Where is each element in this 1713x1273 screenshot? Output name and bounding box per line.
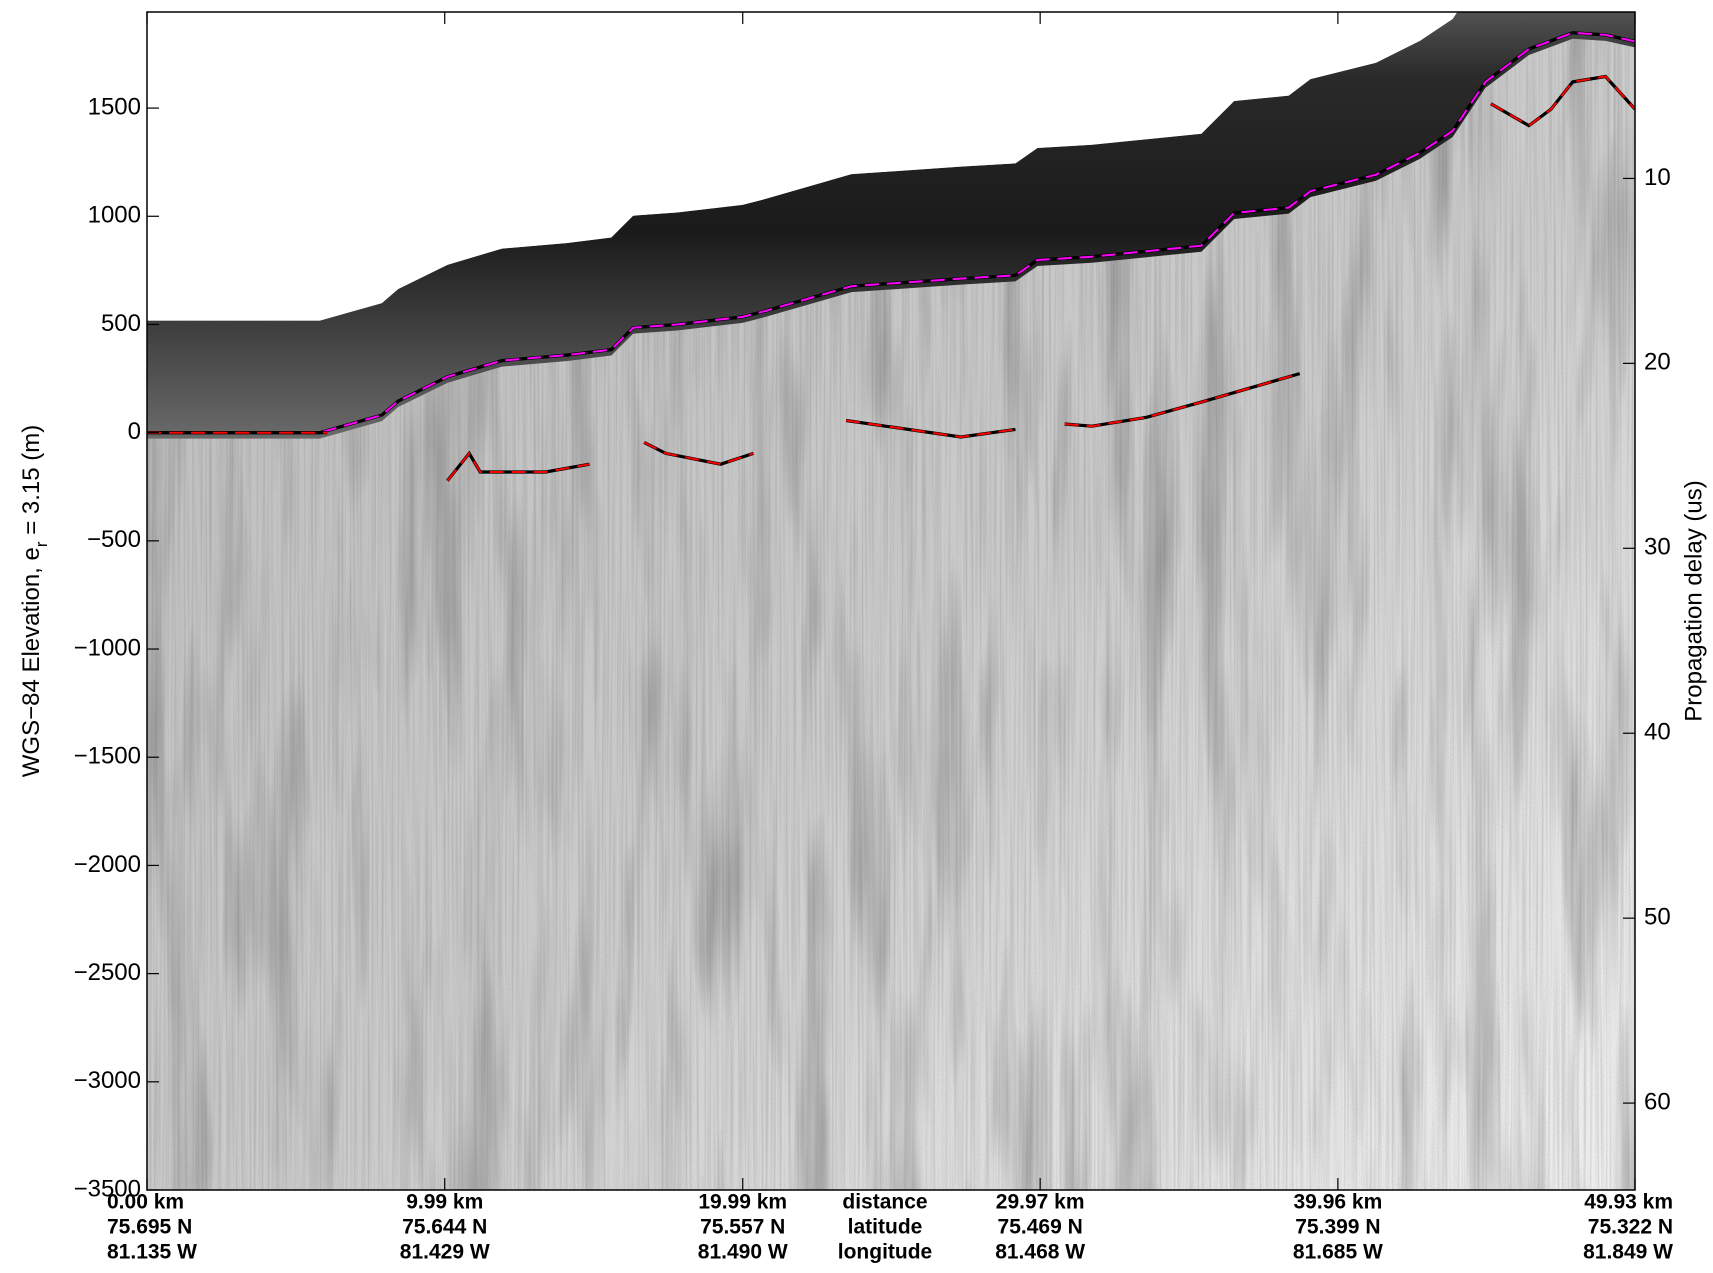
y2-tick-label: 30 xyxy=(1644,534,1671,561)
longitude-label: 81.685 W xyxy=(1293,1241,1383,1264)
y-axis-label: WGS−84 Elevation, er = 3.15 (m) xyxy=(18,425,51,778)
y-axis-label-text: WGS−84 Elevation, e xyxy=(18,547,45,777)
line xyxy=(147,31,1635,434)
y-tick-label: 0 xyxy=(128,418,141,445)
longitude-label: 81.135 W xyxy=(107,1241,197,1264)
x-tick-label: 0.00 km xyxy=(107,1191,184,1214)
plot-frame xyxy=(146,11,1636,1191)
latitude-label: 75.557 N xyxy=(700,1216,785,1239)
longitude-label: 81.468 W xyxy=(995,1241,1085,1264)
y-tick-label: −1000 xyxy=(74,634,141,661)
longitude-label: 81.429 W xyxy=(400,1241,490,1264)
x-tick-label: 29.97 km xyxy=(996,1191,1085,1214)
y-tick-label: 1500 xyxy=(88,93,141,120)
x-tick-label: 49.93 km xyxy=(1584,1191,1673,1214)
y-tick-label: 1000 xyxy=(88,202,141,229)
y2-tick-label: 20 xyxy=(1644,349,1671,376)
latitude-label: 75.399 N xyxy=(1295,1216,1380,1239)
y2-tick-label: 40 xyxy=(1644,719,1671,746)
y-tick-label: −3500 xyxy=(74,1175,141,1202)
echogram xyxy=(147,12,1635,1190)
y-tick-label: −500 xyxy=(87,526,141,553)
x-row-label: latitude xyxy=(848,1216,923,1239)
y2-tick-label: 60 xyxy=(1644,1088,1671,1115)
y2-tick-label: 50 xyxy=(1644,903,1671,930)
longitude-label: 81.849 W xyxy=(1583,1241,1673,1264)
y2-tick-label: 10 xyxy=(1644,164,1671,191)
line xyxy=(147,75,1635,482)
air xyxy=(147,12,1635,321)
latitude-label: 75.469 N xyxy=(998,1216,1083,1239)
y-tick-label: −1500 xyxy=(74,743,141,770)
latitude-label: 75.322 N xyxy=(1588,1216,1673,1239)
latitude-label: 75.644 N xyxy=(402,1216,487,1239)
x-tick-label: 19.99 km xyxy=(698,1191,787,1214)
x-tick-label: 39.96 km xyxy=(1294,1191,1383,1214)
y2-axis-label: Propagation delay (us) xyxy=(1680,480,1707,721)
ice-band xyxy=(147,12,1635,439)
x-row-label: distance xyxy=(842,1191,927,1214)
longitude-label: 81.490 W xyxy=(698,1241,788,1264)
y-tick-label: −2500 xyxy=(74,959,141,986)
y-axis-label-subscript: r xyxy=(32,541,51,547)
y-tick-label: −3000 xyxy=(74,1067,141,1094)
x-row-label: longitude xyxy=(838,1241,932,1264)
y-tick-label: 500 xyxy=(101,310,141,337)
y-axis-label-text: = 3.15 (m) xyxy=(18,425,45,542)
latitude-label: 75.695 N xyxy=(107,1216,192,1239)
y-tick-label: −2000 xyxy=(74,851,141,878)
x-tick-label: 9.99 km xyxy=(406,1191,483,1214)
